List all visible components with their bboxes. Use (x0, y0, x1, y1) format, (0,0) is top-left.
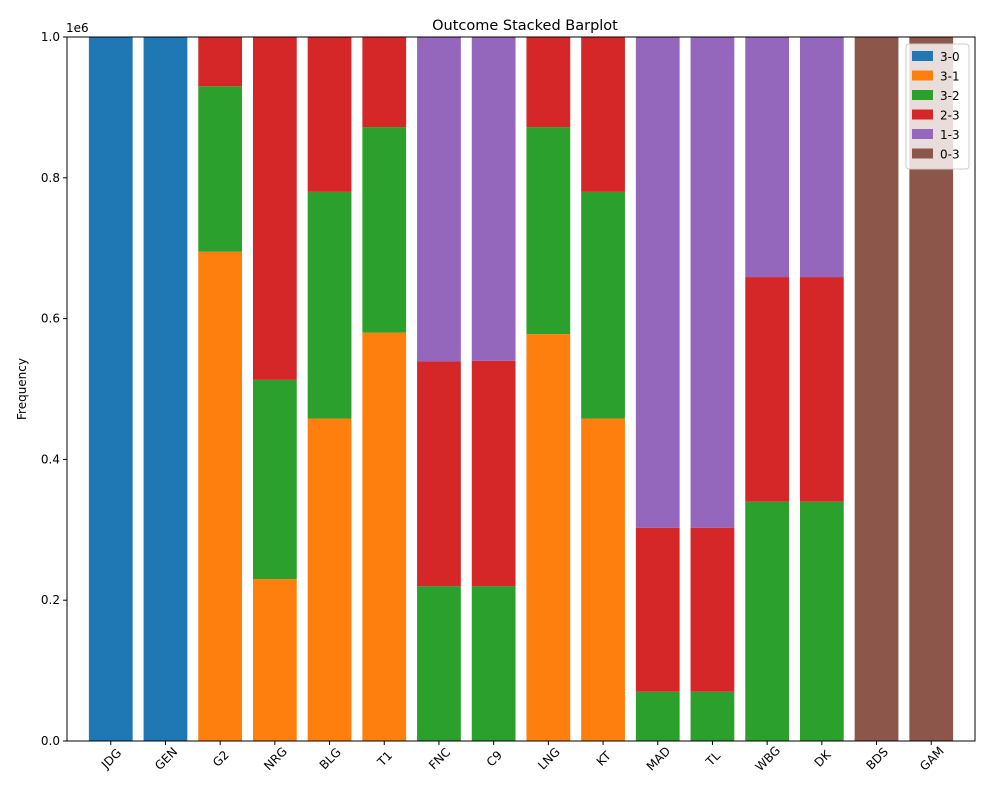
y-tick-label: 0.4 (41, 452, 60, 466)
bar-wbg-3-2 (745, 501, 790, 741)
bar-dk-3-2 (799, 501, 844, 741)
bar-wbg-2-3 (745, 277, 790, 502)
chart-title: Outcome Stacked Barplot (432, 18, 618, 34)
bar-kt-2-3 (581, 37, 625, 192)
bar-fnc-1-3 (417, 37, 461, 362)
y-tick-label: 0.2 (41, 593, 60, 607)
bar-blg-2-3 (307, 37, 352, 192)
legend-swatch-3-0 (912, 51, 933, 61)
bar-c9-2-3 (471, 360, 516, 587)
bar-jdg-3-0 (88, 37, 133, 741)
bar-mad-1-3 (635, 37, 680, 528)
plot-frame (66, 36, 976, 742)
bar-t1-3-2 (362, 127, 407, 333)
bar-blg-3-2 (307, 191, 352, 419)
bar-c9-3-2 (471, 586, 516, 741)
bar-gen-3-0 (143, 37, 188, 741)
bar-lng-3-1 (526, 334, 571, 741)
legend-swatch-3-1 (912, 70, 933, 81)
bar-kt-3-2 (581, 191, 625, 419)
y-tick-label: 1.0 (41, 30, 60, 44)
y-tick-label: 0.0 (41, 734, 60, 748)
legend-swatch-0-3 (912, 148, 933, 159)
bar-fnc-3-2 (417, 586, 461, 741)
bar-dk-2-3 (799, 277, 844, 502)
legend-swatch-1-3 (912, 129, 933, 139)
bar-nrg-3-1 (252, 579, 297, 741)
bar-wbg-1-3 (745, 37, 790, 278)
bar-kt-3-1 (581, 418, 625, 741)
bar-mad-3-2 (635, 691, 680, 741)
bar-mad-2-3 (635, 527, 680, 692)
bar-g2-3-2 (198, 86, 243, 252)
legend-label-3-2: 3-2 (940, 89, 960, 103)
y-axis-offset-label: 1e6 (66, 21, 89, 35)
bar-nrg-2-3 (252, 37, 297, 380)
legend-label-2-3: 2-3 (940, 109, 960, 123)
legend-swatch-2-3 (912, 109, 933, 120)
bar-tl-1-3 (690, 37, 735, 528)
bar-dk-1-3 (799, 37, 844, 278)
y-axis-label: Frequency (15, 358, 29, 420)
legend-label-3-0: 3-0 (940, 50, 960, 64)
legend: 3-0 3-1 3-2 2-3 1-3 0-3 (905, 43, 970, 170)
bar-tl-3-2 (690, 691, 735, 741)
bar-t1-3-1 (362, 332, 407, 741)
bar-bds-0-3 (854, 37, 899, 741)
y-tick-label: 0.6 (41, 312, 60, 326)
bar-t1-2-3 (362, 37, 407, 128)
bar-lng-2-3 (526, 37, 571, 128)
bar-g2-2-3 (198, 37, 243, 87)
legend-label-1-3: 1-3 (940, 128, 960, 142)
bar-fnc-2-3 (417, 361, 461, 587)
legend-label-3-1: 3-1 (940, 70, 960, 84)
bar-tl-2-3 (690, 527, 735, 692)
y-tick-label: 0.8 (41, 171, 60, 185)
bar-nrg-3-2 (252, 379, 297, 580)
bar-g2-3-1 (198, 251, 243, 741)
legend-label-0-3: 0-3 (940, 148, 960, 162)
legend-swatch-3-2 (912, 90, 933, 100)
bar-lng-3-2 (526, 127, 571, 335)
bar-blg-3-1 (307, 418, 352, 741)
bar-c9-1-3 (471, 37, 516, 361)
bars-layer (88, 37, 954, 741)
